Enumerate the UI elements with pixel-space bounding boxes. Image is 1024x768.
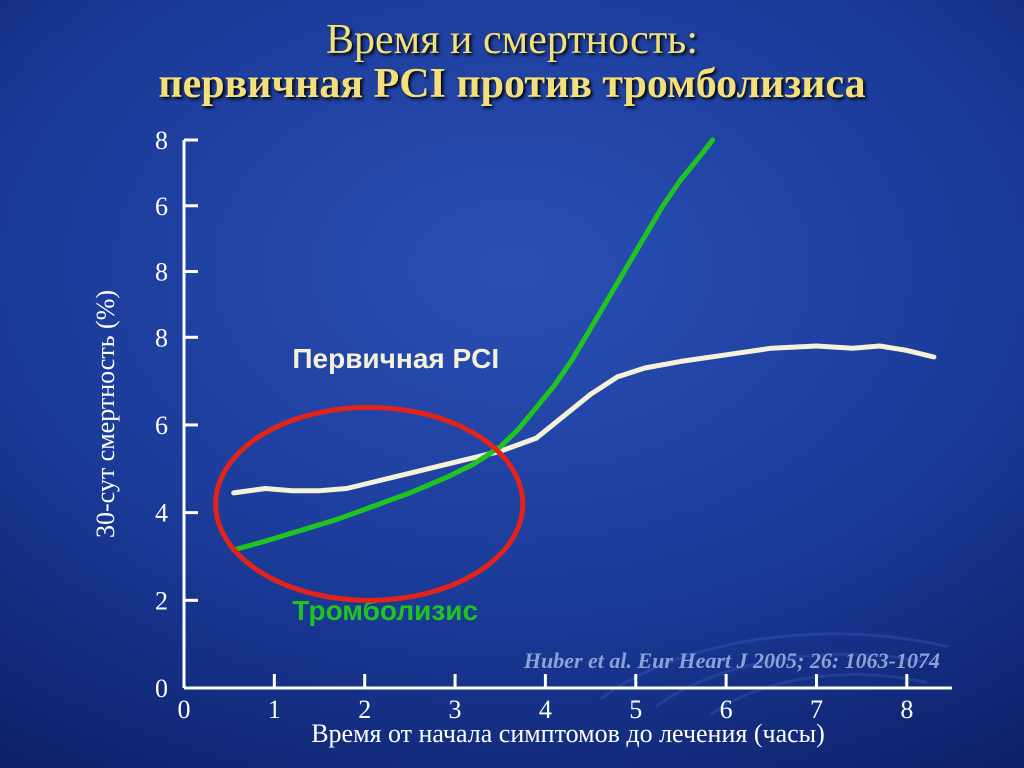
- x-axis-label: Время от начала симптомов до лечения (ча…: [311, 719, 825, 748]
- series-label: Первичная PCI: [292, 343, 499, 374]
- svg-text:0: 0: [178, 695, 191, 724]
- svg-text:8: 8: [155, 258, 168, 287]
- mortality-chart: 01234567802468868 Первичная PCIТромболиз…: [0, 0, 1024, 768]
- y-axis-label: 30-сут смертность (%): [91, 290, 120, 538]
- svg-text:8: 8: [155, 126, 168, 155]
- svg-text:4: 4: [155, 499, 168, 528]
- svg-text:8: 8: [155, 323, 168, 352]
- highlight-ellipse: [216, 407, 523, 600]
- svg-text:6: 6: [155, 192, 168, 221]
- svg-text:6: 6: [155, 411, 168, 440]
- svg-text:2: 2: [155, 586, 168, 615]
- series-group: Первичная PCIТромболизис: [234, 140, 934, 626]
- citation: Huber et al. Eur Heart J 2005; 26: 1063-…: [523, 648, 940, 673]
- svg-text:1: 1: [268, 695, 281, 724]
- background-swoosh: [601, 634, 949, 715]
- svg-text:8: 8: [900, 695, 913, 724]
- svg-text:0: 0: [155, 674, 168, 703]
